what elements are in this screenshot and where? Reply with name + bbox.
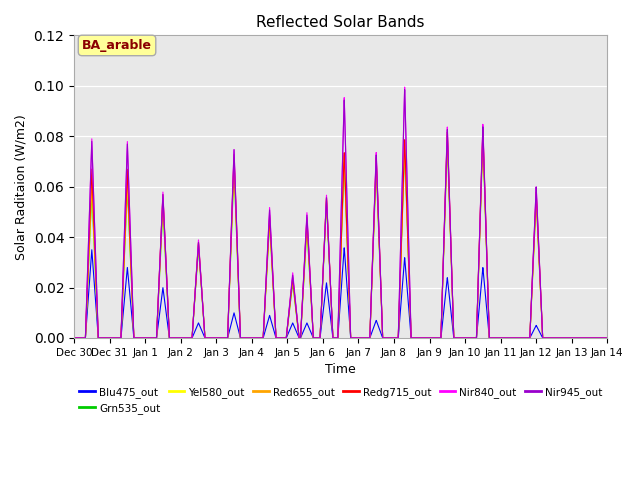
Grn535_out (479, 136, 486, 142)
Yel580_out (271, 318, 279, 324)
Grn535_out (70, 335, 78, 341)
Red655_out (271, 317, 279, 323)
X-axis label: Time: Time (325, 363, 356, 376)
Nir840_out (401, 84, 408, 90)
Nir945_out (194, 248, 202, 254)
Nir945_out (309, 329, 317, 335)
Blu475_out (309, 335, 317, 340)
Blu475_out (599, 335, 607, 341)
Nir840_out (70, 335, 78, 341)
Yel580_out (479, 132, 486, 137)
Line: Nir840_out: Nir840_out (74, 87, 607, 338)
Blu475_out (271, 332, 279, 337)
Line: Nir945_out: Nir945_out (74, 90, 607, 338)
Red655_out (479, 129, 486, 135)
Red655_out (604, 335, 611, 341)
Nir840_out (194, 246, 202, 252)
Blu475_out (340, 245, 348, 251)
Redg715_out (194, 248, 202, 254)
Blu475_out (197, 325, 205, 331)
Nir840_out (271, 316, 279, 322)
Nir840_out (309, 329, 317, 335)
Red655_out (197, 273, 205, 278)
Redg715_out (309, 329, 317, 335)
Grn535_out (604, 335, 611, 341)
Title: Reflected Solar Bands: Reflected Solar Bands (257, 15, 425, 30)
Redg715_out (479, 126, 486, 132)
Blu475_out (604, 335, 611, 341)
Grn535_out (271, 318, 279, 324)
Nir945_out (197, 273, 205, 278)
Nir945_out (599, 335, 607, 341)
Redg715_out (271, 317, 279, 323)
Grn535_out (200, 315, 207, 321)
Line: Yel580_out: Yel580_out (74, 134, 607, 338)
Yel580_out (70, 335, 78, 341)
Yel580_out (197, 275, 205, 280)
Redg715_out (197, 273, 205, 278)
Grn535_out (194, 253, 202, 259)
Line: Red655_out: Red655_out (74, 132, 607, 338)
Yel580_out (599, 335, 607, 341)
Nir840_out (599, 335, 607, 341)
Blu475_out (200, 332, 207, 337)
Grn535_out (309, 330, 317, 336)
Redg715_out (200, 314, 207, 320)
Nir945_out (604, 335, 611, 341)
Grn535_out (599, 335, 607, 341)
Legend: Blu475_out, Grn535_out, Yel580_out, Red655_out, Redg715_out, Nir840_out, Nir945_: Blu475_out, Grn535_out, Yel580_out, Red6… (75, 383, 606, 418)
Redg715_out (604, 335, 611, 341)
Nir945_out (200, 314, 207, 320)
Nir945_out (70, 335, 78, 341)
Nir840_out (200, 313, 207, 319)
Nir840_out (197, 271, 205, 277)
Nir945_out (401, 87, 408, 93)
Line: Blu475_out: Blu475_out (74, 248, 607, 338)
Nir945_out (271, 316, 279, 322)
Blu475_out (194, 322, 202, 327)
Nir840_out (604, 335, 611, 341)
Line: Grn535_out: Grn535_out (74, 139, 607, 338)
Red655_out (200, 314, 207, 320)
Red655_out (599, 335, 607, 341)
Red655_out (194, 248, 202, 254)
Y-axis label: Solar Raditaion (W/m2): Solar Raditaion (W/m2) (15, 114, 28, 260)
Red655_out (309, 329, 317, 335)
Redg715_out (70, 335, 78, 341)
Text: BA_arable: BA_arable (82, 39, 152, 52)
Redg715_out (599, 335, 607, 341)
Red655_out (70, 335, 78, 341)
Line: Redg715_out: Redg715_out (74, 129, 607, 338)
Grn535_out (197, 276, 205, 282)
Yel580_out (200, 315, 207, 321)
Yel580_out (309, 329, 317, 335)
Yel580_out (194, 251, 202, 256)
Blu475_out (70, 335, 78, 341)
Yel580_out (604, 335, 611, 341)
